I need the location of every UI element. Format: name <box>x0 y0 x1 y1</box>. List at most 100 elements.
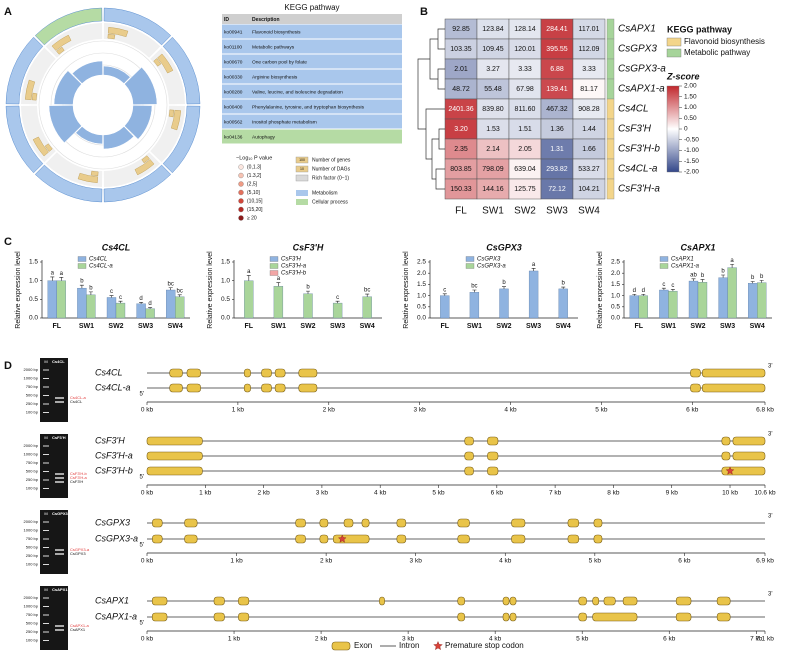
table-cell: Arginine biosynthesis <box>252 74 298 80</box>
ladder-label: 500 bp <box>26 393 39 398</box>
error-bar <box>502 286 506 289</box>
ladder-label: 250 bp <box>26 553 39 558</box>
circos-outer <box>162 105 201 174</box>
heatmap-row-label: CsAPX1 <box>618 24 656 35</box>
kb-tick-label: 2 kb <box>315 636 328 643</box>
gel-title: CsAPX1 <box>52 587 68 592</box>
gel-title: CsF3'H <box>52 435 66 440</box>
legend-exon-label: Exon <box>354 641 372 650</box>
legend-label: CsF3'H <box>281 257 301 263</box>
heatmap-value: 2401.36 <box>448 106 473 113</box>
table-cell: Inositol phosphate metabolism <box>252 119 317 125</box>
table-row <box>222 99 402 114</box>
exon <box>184 518 198 528</box>
kb-tick-label: 6.8 kb <box>756 407 774 414</box>
x-tick-label: SW2 <box>496 323 511 330</box>
heatmap-value: 639.04 <box>514 166 536 173</box>
kb-tick-label: 5 kb <box>576 636 589 643</box>
ladder-label: 100 bp <box>26 486 39 491</box>
exon <box>396 518 407 528</box>
x-tick-label: SW4 <box>168 323 183 330</box>
y-tick-label: 1.5 <box>29 259 38 266</box>
p-legend-dot <box>238 172 244 179</box>
error-bar <box>246 275 251 281</box>
circos-gene-bar <box>134 159 155 176</box>
table-header: ID <box>224 17 229 23</box>
bar <box>244 280 254 319</box>
exon <box>716 612 731 622</box>
bar <box>86 294 96 319</box>
exon <box>701 383 766 393</box>
x-tick-label: FL <box>441 323 450 330</box>
exon <box>261 383 272 393</box>
x-tick-label: SW3 <box>330 323 345 330</box>
ladder-label: 250 bp <box>26 477 39 482</box>
ladder-label: 100 bp <box>26 638 39 643</box>
panel-label: A <box>4 6 12 18</box>
table-row <box>222 39 402 54</box>
bar <box>668 290 678 319</box>
gel-image <box>40 510 68 574</box>
x-tick-label: SW2 <box>690 323 705 330</box>
significance-letter: c <box>443 287 446 293</box>
y-tick-label: 2.0 <box>611 270 620 277</box>
chart-title: CsF3'H <box>293 242 324 252</box>
legend-label: CsGPX3 <box>477 257 501 263</box>
circos-dag-bar <box>107 33 116 40</box>
kb-tick-label: 2 kb <box>323 407 336 414</box>
kb-tick-label: 0 kb <box>141 636 154 643</box>
legend-label: Cs4CL <box>89 257 107 263</box>
significance-letter: d <box>148 301 151 307</box>
kb-tick-label: 7 kb <box>750 636 763 643</box>
kb-tick-label: 7 kb <box>549 490 562 497</box>
kb-tick-label: 5 kb <box>595 407 608 414</box>
p-legend-dot <box>238 189 244 196</box>
y-tick-label: 1.5 <box>611 281 620 288</box>
three-prime: 3' <box>768 592 772 598</box>
dendrogram <box>429 38 438 80</box>
error-bar <box>177 294 182 297</box>
exon <box>184 534 198 544</box>
error-bar <box>442 293 447 296</box>
heatmap-value: 92.85 <box>452 26 470 33</box>
significance-letter: bc <box>168 281 174 287</box>
exon <box>721 451 731 461</box>
exon <box>487 436 499 446</box>
exon <box>732 436 766 446</box>
heatmap-value: 103.35 <box>450 46 472 53</box>
heatmap-value: 2.05 <box>518 146 532 153</box>
colorbar-tick-label: 1.00 <box>684 104 697 111</box>
exon <box>721 436 731 446</box>
heatmap-value: 3.27 <box>486 66 500 73</box>
exon <box>593 518 603 528</box>
heatmap-value: 81.17 <box>580 86 598 93</box>
ladder-label: 750 bp <box>26 460 39 465</box>
legend-swatch <box>659 256 669 262</box>
legend-label: CsAPX1-a <box>671 264 700 270</box>
significance-letter: b <box>502 280 506 286</box>
pathway-legend-title: KEGG pathway <box>667 24 732 34</box>
exon <box>502 596 510 606</box>
colorbar-tick-label: -2.00 <box>684 169 699 176</box>
chart-title: Cs4CL <box>102 242 131 252</box>
y-tick-label: 1.0 <box>611 292 620 299</box>
error-bar <box>750 281 755 284</box>
stop-codon <box>337 534 347 543</box>
p-legend-label: ≥ 20 <box>247 215 257 221</box>
y-tick-label: 0.5 <box>221 296 230 303</box>
x-tick-label: FL <box>53 323 62 330</box>
heatmap-col-label: FL <box>455 206 467 217</box>
dendrogram <box>437 68 445 90</box>
significance-letter: a <box>60 271 64 277</box>
pathway-bar <box>606 58 615 80</box>
x-tick-label: SW1 <box>271 323 286 330</box>
heatmap-value: 109.45 <box>482 46 504 53</box>
ladder-label: 1000 bp <box>24 604 39 609</box>
heatmap-value: 104.21 <box>578 186 600 193</box>
heatmap-value: 2.35 <box>454 146 468 153</box>
error-bar <box>109 295 114 298</box>
heatmap-row-label: Cs4CL <box>618 104 649 115</box>
table-row <box>222 54 402 69</box>
